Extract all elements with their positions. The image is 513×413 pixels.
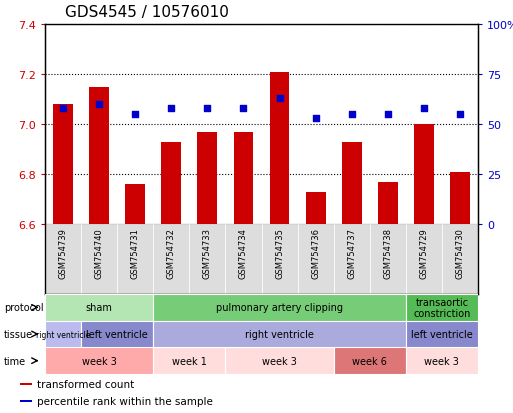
Text: week 3: week 3 xyxy=(424,356,459,366)
Point xyxy=(384,112,392,118)
Bar xyxy=(189,224,225,294)
Text: week 3: week 3 xyxy=(82,356,116,366)
Point xyxy=(59,105,67,112)
Text: GSM754732: GSM754732 xyxy=(167,228,176,279)
Bar xyxy=(298,224,333,294)
Point xyxy=(311,115,320,122)
Text: time: time xyxy=(4,356,26,366)
Text: GSM754735: GSM754735 xyxy=(275,228,284,279)
Text: percentile rank within the sample: percentile rank within the sample xyxy=(37,396,213,406)
Text: right ventricle: right ventricle xyxy=(245,329,314,339)
Text: protocol: protocol xyxy=(4,303,44,313)
Bar xyxy=(262,224,298,294)
Text: GSM754731: GSM754731 xyxy=(131,228,140,279)
Text: transaortic
constriction: transaortic constriction xyxy=(413,297,470,318)
Text: sham: sham xyxy=(86,303,112,313)
Bar xyxy=(406,294,478,321)
Point xyxy=(275,95,284,102)
Text: right ventricle: right ventricle xyxy=(36,330,90,339)
Bar xyxy=(270,72,289,224)
Bar xyxy=(153,321,406,347)
Bar xyxy=(442,224,478,294)
Text: tissue: tissue xyxy=(4,329,33,339)
Point xyxy=(95,102,103,108)
Text: GSM754729: GSM754729 xyxy=(419,228,428,279)
Bar xyxy=(225,224,262,294)
Text: week 1: week 1 xyxy=(172,356,207,366)
Text: GSM754739: GSM754739 xyxy=(58,228,68,279)
Text: GSM754740: GSM754740 xyxy=(94,228,104,279)
Bar xyxy=(20,383,32,385)
Text: left ventricle: left ventricle xyxy=(411,329,473,339)
Bar xyxy=(89,87,109,224)
Bar xyxy=(406,321,478,347)
Bar xyxy=(153,347,225,374)
Text: GSM754733: GSM754733 xyxy=(203,228,212,279)
Text: left ventricle: left ventricle xyxy=(86,329,148,339)
Text: GSM754737: GSM754737 xyxy=(347,228,356,279)
Bar xyxy=(333,347,406,374)
Bar xyxy=(53,105,73,224)
Bar xyxy=(153,294,406,321)
Text: GSM754736: GSM754736 xyxy=(311,228,320,279)
Bar xyxy=(406,347,478,374)
Point xyxy=(348,112,356,118)
Point xyxy=(167,105,175,112)
Bar xyxy=(378,182,398,224)
Bar xyxy=(45,321,81,347)
Point xyxy=(456,112,464,118)
Bar xyxy=(370,224,406,294)
Bar xyxy=(342,142,362,224)
Text: GDS4545 / 10576010: GDS4545 / 10576010 xyxy=(65,5,229,20)
Bar xyxy=(406,224,442,294)
Text: GSM754730: GSM754730 xyxy=(456,228,464,279)
Bar xyxy=(45,347,153,374)
Bar xyxy=(45,224,81,294)
Text: pulmonary artery clipping: pulmonary artery clipping xyxy=(216,303,343,313)
Bar xyxy=(225,347,333,374)
Point xyxy=(240,105,248,112)
Text: week 6: week 6 xyxy=(352,356,387,366)
Text: GSM754734: GSM754734 xyxy=(239,228,248,279)
Bar xyxy=(153,224,189,294)
Bar xyxy=(333,224,370,294)
Text: transformed count: transformed count xyxy=(37,379,134,389)
Bar xyxy=(306,192,326,224)
Bar xyxy=(20,400,32,403)
Bar xyxy=(198,132,218,224)
Point xyxy=(203,105,211,112)
Point xyxy=(131,112,140,118)
Point xyxy=(420,105,428,112)
Bar xyxy=(117,224,153,294)
Bar xyxy=(45,294,153,321)
Bar xyxy=(414,125,434,224)
Bar xyxy=(81,224,117,294)
Bar xyxy=(125,185,145,224)
Bar xyxy=(233,132,253,224)
Text: GSM754738: GSM754738 xyxy=(383,228,392,279)
Bar xyxy=(81,321,153,347)
Bar xyxy=(450,172,470,224)
Bar xyxy=(162,142,181,224)
Text: week 3: week 3 xyxy=(262,356,297,366)
